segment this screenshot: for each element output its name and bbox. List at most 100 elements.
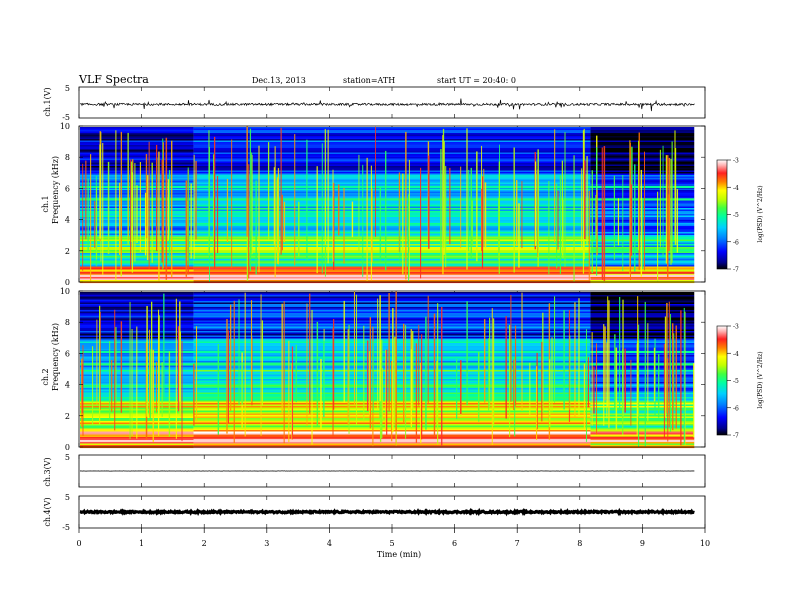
ch2-spec-sferic	[529, 362, 531, 417]
ch4-waveform-ylabel: ch.4(V)	[43, 497, 52, 526]
ch1-spec-sferic	[185, 180, 188, 277]
ch1-spec-sferic	[144, 192, 147, 256]
ch2-spec-band	[590, 296, 695, 299]
ch1-spec-band	[590, 131, 695, 134]
ch1-spec-band	[193, 176, 591, 179]
ch1-spec-sferic	[591, 170, 594, 274]
date-label: Dec.13, 2013	[252, 76, 306, 85]
ch1-spec-sferic	[596, 190, 598, 256]
ch1-spec-sferic	[634, 164, 636, 272]
ch1-spec-band	[193, 142, 591, 144]
ch1-spec-band	[590, 178, 695, 180]
ch2-colorbar: log(PSD) (V^2/Hz)	[716, 325, 764, 436]
ch2-spec-band	[193, 353, 591, 356]
ch2-spec-sferic	[233, 300, 235, 443]
ch1-spec-y-tick-label: 10	[60, 122, 70, 131]
ch1-spec-band	[193, 193, 591, 195]
ch2-spec-sferic	[402, 323, 405, 424]
ch1-spec-band	[590, 179, 695, 182]
ch1-spec-band	[590, 143, 695, 146]
ch2-spec-sferic	[381, 339, 383, 439]
ch1-spec-band	[80, 175, 194, 177]
ch1-spec-sferic	[657, 191, 659, 282]
ch1-spec-band	[80, 262, 194, 264]
ch2-spec-band	[193, 292, 591, 294]
ch1-spec-sferic	[557, 190, 559, 250]
ch2-spec-band	[590, 419, 695, 422]
ch2-spec-band	[193, 343, 591, 345]
ch2-spec-band	[590, 395, 695, 398]
ch1-spec-band	[80, 167, 194, 170]
ch1-spec-sferic	[145, 154, 148, 239]
ch1-spec-band	[193, 259, 591, 261]
ch2-spec-sferic	[624, 348, 626, 413]
ch1-colorbar-gradient	[716, 159, 728, 270]
ch1-spec-band	[193, 202, 591, 204]
ch1-spec-band	[590, 155, 695, 158]
ch2-spec-sferic	[161, 362, 163, 417]
ch1-spec-sferic	[87, 178, 89, 251]
ch2-spec-sferic	[366, 340, 369, 412]
ch2-spec-band	[590, 325, 695, 327]
ch1-spec-band	[590, 172, 695, 174]
ch2-spec-sferic	[603, 324, 605, 426]
ch1-spec-sferic	[481, 188, 483, 251]
ch1-spec-band	[193, 251, 591, 254]
ch1-spec-sferic	[466, 128, 468, 270]
ch2-spec-sferic	[168, 351, 171, 437]
ch2-spec-y-tick-label: 0	[65, 443, 70, 452]
ch1-spec-sferic	[588, 190, 590, 282]
ch2-spec-band	[590, 386, 695, 389]
ch1-spec-sferic	[471, 200, 473, 247]
ch1-spec-sferic	[351, 201, 354, 238]
ch1-spec-sferic	[665, 155, 668, 264]
ch2-spec-sferic	[372, 341, 374, 413]
ch2-spec-line-band	[80, 439, 695, 442]
ch1-spec-band	[193, 254, 591, 257]
ch2-spec-band	[590, 346, 695, 348]
ch1-spec-sferic	[171, 140, 173, 278]
ch2-spec-sferic	[606, 342, 608, 419]
ch2-spec-band	[590, 329, 695, 332]
ch2-spec-band	[590, 406, 695, 408]
ch1-spec-band	[193, 205, 591, 207]
ch2-spec-sferic	[392, 308, 394, 433]
ch2-spec-band	[193, 344, 591, 347]
ch2-spec-band	[590, 394, 695, 396]
ch1-spec-band	[80, 172, 194, 174]
ch2-spec-band	[590, 388, 695, 390]
ch2-spec-band	[590, 311, 695, 314]
ch1-spec-band	[193, 190, 591, 192]
ch2-spec-band	[590, 412, 695, 414]
ch1-spec-band	[193, 196, 591, 198]
ch1-spec-band	[193, 179, 591, 182]
ch1-spec-band	[80, 128, 194, 131]
ch3-y-tick-top: 5	[65, 453, 70, 462]
ch1-spec-sferic	[168, 170, 171, 261]
ch1-spec-band	[80, 130, 194, 132]
ch2-spec-band	[590, 344, 695, 347]
ch2-spec-band	[590, 421, 695, 423]
ch2-spec-band	[80, 311, 194, 314]
ch1-spec-sferic	[187, 167, 189, 266]
ch1-spec-band	[193, 209, 591, 212]
ch1-spec-y-tick-label: 0	[65, 278, 70, 287]
ch1-spec-sferic	[267, 142, 270, 240]
ch1-spec-band	[193, 140, 591, 143]
ch2-spec-sferic	[368, 351, 371, 415]
ch1-spec-band	[193, 266, 591, 269]
ch1-spec-sferic	[405, 131, 407, 280]
ch2-spec-sferic	[492, 318, 495, 426]
ch1-spec-band	[193, 215, 591, 218]
ch2-spec-band	[590, 403, 695, 405]
ch2-spec-band	[590, 359, 695, 362]
ch1-spec-sferic	[332, 169, 334, 262]
ch1-spec-band	[193, 277, 591, 279]
ch4-y-tick-bottom: -5	[62, 523, 70, 532]
ch1-spec-sferic	[584, 160, 586, 240]
ch2-spec-sferic	[680, 310, 682, 446]
ch1-spec-band	[80, 163, 194, 165]
ch1-spec-band	[193, 194, 591, 197]
start-time-label: start UT = 20:40: 0	[437, 76, 516, 85]
ch1-spec-sferic	[99, 144, 101, 239]
